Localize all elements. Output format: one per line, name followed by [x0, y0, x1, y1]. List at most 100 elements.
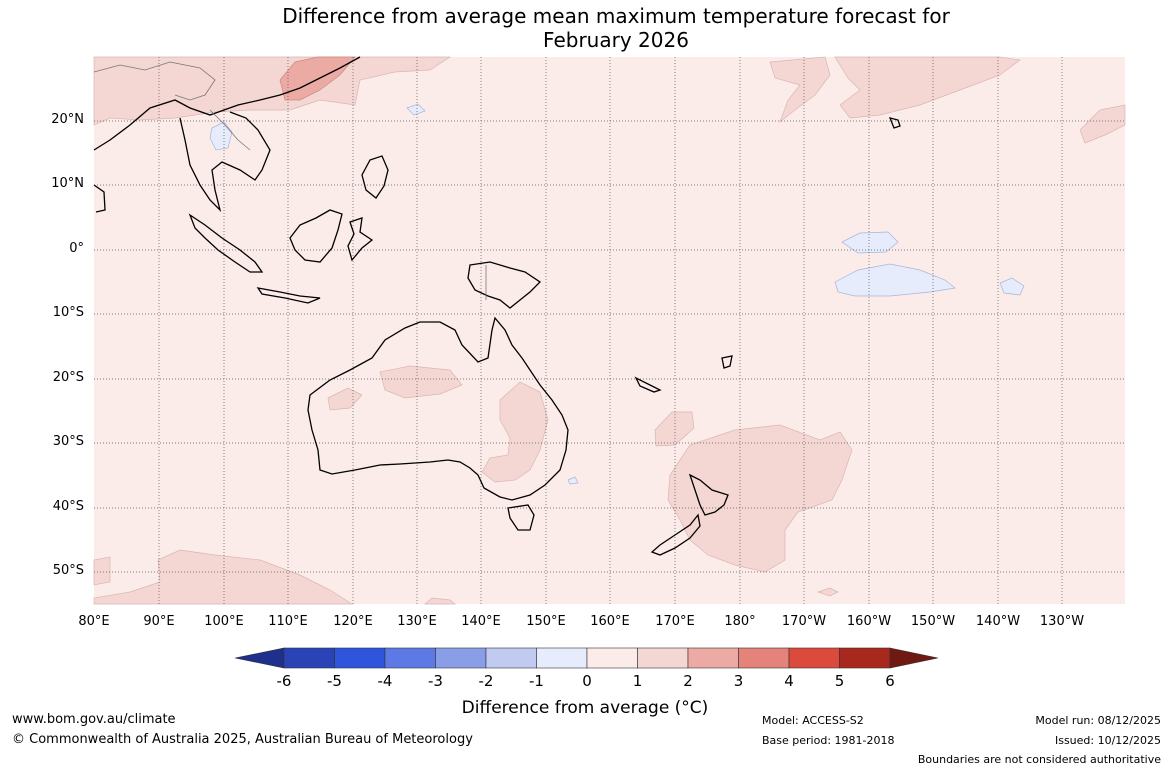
equatorial-cool-region-c	[999, 277, 1025, 296]
east-pacific-warm-region	[1079, 104, 1126, 144]
hawaii-coastline	[888, 117, 901, 129]
southern-ocean-warm-region-d	[816, 587, 839, 597]
sulawesi-coastline	[347, 217, 374, 262]
lat-tick-label: 40°S	[52, 499, 84, 514]
colorbar-segment	[384, 647, 436, 669]
lon-tick-label: 180°	[724, 614, 756, 629]
lon-tick-label: 110°E	[268, 614, 308, 629]
china-border	[93, 61, 216, 101]
colorbar-segment	[687, 647, 739, 669]
colorbar-tick-label: -2	[478, 672, 494, 690]
colorbar-segment	[283, 647, 335, 669]
borneo-coastline	[289, 209, 343, 263]
colorbar-tick-label: -4	[377, 672, 393, 690]
southern-ocean-warm-region-b	[93, 549, 354, 605]
lon-tick-label: 80°E	[78, 614, 110, 629]
tasman-cool-region	[567, 476, 579, 485]
colorbar-tick-label: 2	[683, 672, 693, 690]
base-period: Base period: 1981-2018	[762, 734, 895, 747]
lon-tick-label: 170°W	[781, 614, 827, 629]
tasman-warm-region	[654, 411, 695, 447]
lon-tick-label: 170°E	[655, 614, 695, 629]
australia-coastline	[307, 316, 569, 501]
map-background	[94, 57, 1125, 604]
indochina-cool-region	[209, 121, 233, 151]
coastlines	[93, 56, 901, 556]
lat-tick-label: 20°N	[51, 112, 84, 127]
copyright-notice: © Commonwealth of Australia 2025, Austra…	[12, 732, 473, 747]
lat-tick-label: 10°S	[52, 305, 84, 320]
colorbar-tick-label: 6	[885, 672, 895, 690]
colorbar-segment	[738, 647, 790, 669]
lon-tick-label: 140°W	[975, 614, 1021, 629]
equatorial-cool-region-b	[834, 263, 956, 297]
new-zealand-warm-region	[667, 424, 853, 573]
model-name: Model: ACCESS-S2	[762, 714, 864, 727]
colorbar-tick-label: -3	[428, 672, 443, 690]
new-zealand-north-island-coastline	[688, 473, 729, 516]
lon-tick-label: 150°W	[910, 614, 956, 629]
sumatra-coastline	[188, 213, 264, 273]
pacific-north-warm-region-b	[834, 56, 1021, 119]
lat-tick-label: 20°S	[52, 370, 84, 385]
anomaly-1-to-2-regions	[93, 56, 1126, 605]
colorbar-segment	[788, 647, 840, 669]
asia-warm-region	[93, 56, 452, 126]
lon-tick-label: 130°E	[397, 614, 437, 629]
colorbar-low-extension	[234, 647, 285, 669]
colorbar	[234, 647, 939, 669]
colorbar-tick-label: 5	[834, 672, 845, 690]
wa-warm-region	[327, 387, 363, 411]
colorbar-tick-label: -6	[276, 672, 292, 690]
fiji-coastline	[721, 355, 733, 369]
new-zealand-south-island-coastline	[650, 513, 701, 556]
colorbar-segment	[586, 647, 638, 669]
southern-ocean-warm-region-c	[424, 597, 456, 605]
colorbar-segment	[435, 647, 487, 669]
model-run-date: Model run: 08/12/2025	[1035, 714, 1161, 727]
chart-title: Difference from average mean maximum tem…	[0, 4, 1173, 52]
colorbar-segment	[334, 647, 386, 669]
lon-tick-label: 160°W	[846, 614, 892, 629]
colorbar-tick-label: -5	[327, 672, 342, 690]
lon-tick-label: 150°E	[526, 614, 566, 629]
gridlines	[94, 57, 1125, 604]
website-link[interactable]: www.bom.gov.au/climate	[12, 712, 176, 727]
lat-tick-label: 30°S	[52, 434, 84, 449]
india-coastline	[93, 184, 106, 213]
lon-tick-label: 140°E	[461, 614, 501, 629]
anomaly-minus-1-to-0-regions	[209, 103, 1025, 485]
colorbar-tick-label: 3	[733, 672, 744, 690]
new-caledonia-coastline	[634, 376, 662, 393]
lon-tick-label: 130°W	[1039, 614, 1085, 629]
colorbar-segment	[839, 647, 891, 669]
colorbar-tick-label: 1	[632, 672, 643, 690]
colorbar-segment	[485, 647, 537, 669]
lat-tick-label: 10°N	[51, 176, 84, 191]
lon-tick-label: 100°E	[204, 614, 244, 629]
colorbar-high-extension	[889, 647, 939, 669]
philippines-coastline	[361, 155, 389, 199]
colorbar-title: Difference from average (°C)	[461, 698, 709, 718]
lon-tick-label: 90°E	[143, 614, 175, 629]
south-china-sea-cool-region	[406, 103, 426, 116]
java-coastline	[256, 287, 321, 304]
equatorial-cool-region-a	[841, 231, 899, 254]
new-guinea-coastline	[467, 261, 542, 309]
east-australia-warm-region	[481, 381, 549, 483]
lat-tick-label: 0°	[69, 241, 84, 256]
indochina-coastline	[179, 111, 271, 213]
pacific-north-warm-region-a	[769, 56, 831, 124]
tasmania-coastline	[507, 504, 535, 531]
lon-tick-label: 120°E	[333, 614, 373, 629]
country-borders	[93, 61, 487, 300]
lat-tick-label: 50°S	[52, 563, 84, 578]
colorbar-tick-label: 0	[582, 672, 592, 690]
boundaries-disclaimer: Boundaries are not considered authoritat…	[917, 753, 1161, 766]
colorbar-tick-label: -1	[529, 672, 544, 690]
southern-ocean-warm-region-a	[93, 556, 111, 586]
asia-mainland-coastline	[93, 56, 361, 151]
lon-tick-label: 160°E	[590, 614, 630, 629]
title-line-2: February 2026	[543, 28, 689, 52]
